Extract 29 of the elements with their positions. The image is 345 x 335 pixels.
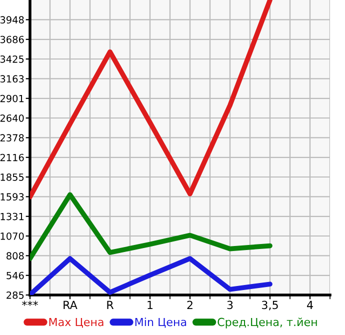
y-tick-label: 1593: [0, 193, 24, 201]
y-tick-label: 2378: [0, 134, 24, 142]
line-series: [30, 192, 272, 261]
y-tick-label: 2116: [0, 154, 24, 162]
x-tick-label: 3: [227, 300, 233, 310]
y-tick-label: 3425: [0, 55, 24, 63]
legend-label: Max Цена: [49, 318, 104, 328]
x-tick-label: 4: [307, 300, 313, 309]
y-tick-label: 3948: [0, 16, 24, 24]
x-tick-label: 1: [148, 300, 153, 309]
x-tick-label: 3,5: [262, 300, 278, 310]
y-tick-label: 1070: [0, 232, 24, 240]
legend-label: Min Цена: [135, 318, 186, 328]
x-tick-label: ***: [22, 300, 38, 306]
y-tick-label: 2901: [0, 94, 24, 102]
x-tick-label: RA: [64, 300, 78, 309]
y-tick-label: 3686: [0, 36, 24, 44]
y-tick-label: 808: [6, 252, 24, 260]
y-tick-label: 1331: [0, 212, 24, 220]
line-series: [30, 0, 272, 200]
y-tick-label: 1855: [0, 173, 24, 181]
y-tick-label: 2640: [0, 114, 24, 122]
y-tick-label: 285: [6, 291, 24, 299]
line-series: [30, 256, 272, 295]
y-tick-label: 3163: [0, 75, 24, 83]
legend-label: Сред.Цена, т.йен: [218, 318, 317, 328]
y-tick-label: 546: [6, 272, 24, 280]
x-tick-label: 2: [187, 300, 192, 309]
x-tick-label: R: [107, 300, 114, 309]
